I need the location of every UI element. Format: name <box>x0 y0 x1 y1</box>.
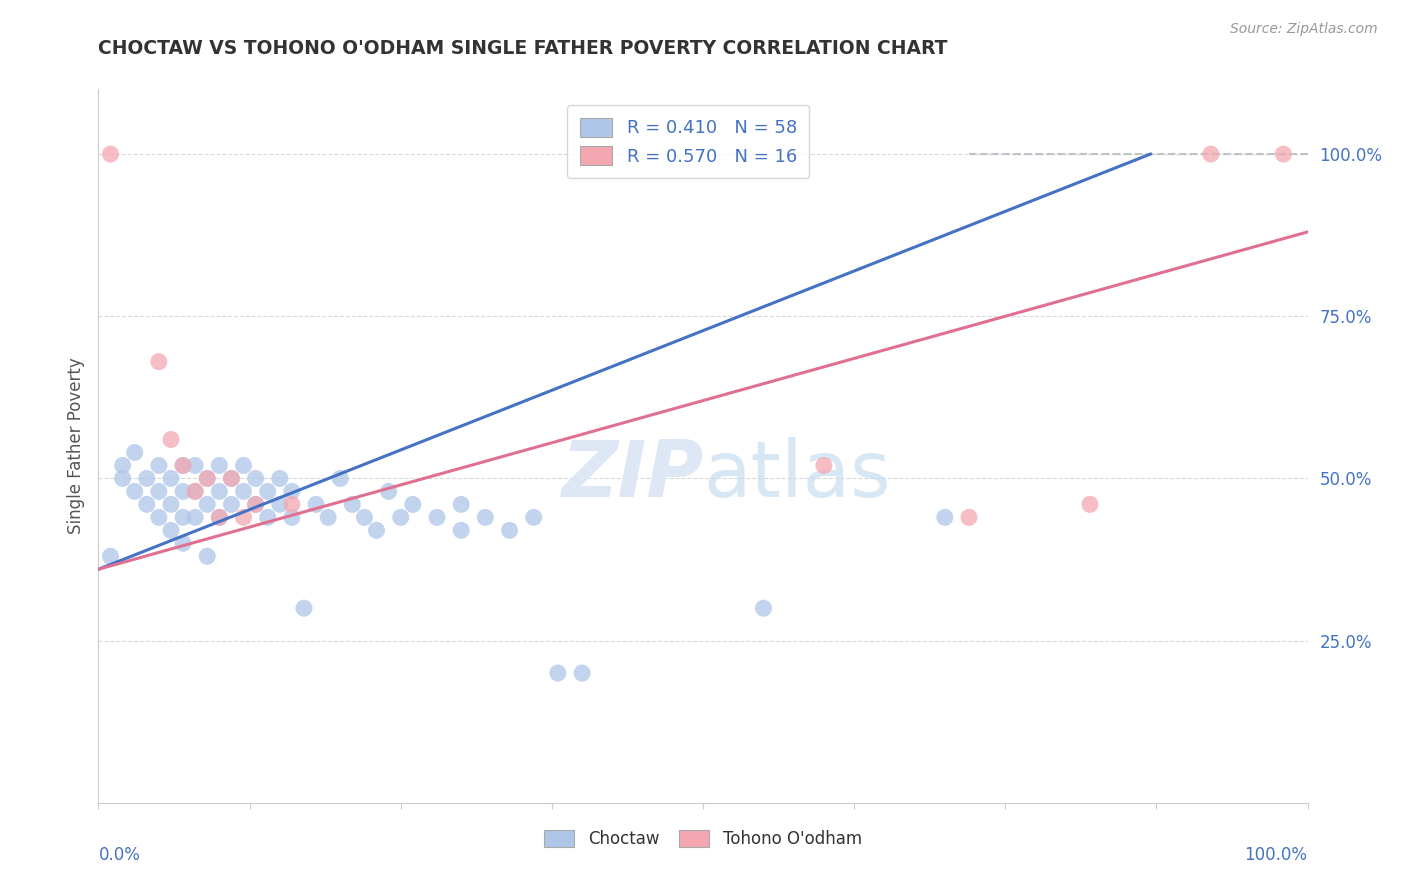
Point <box>148 510 170 524</box>
Point <box>195 471 218 485</box>
Point <box>184 510 207 524</box>
Point <box>160 471 183 485</box>
Point <box>1078 497 1101 511</box>
Point <box>221 471 243 485</box>
Point <box>245 497 267 511</box>
Point <box>934 510 956 524</box>
Y-axis label: Single Father Poverty: Single Father Poverty <box>66 358 84 534</box>
Point <box>208 484 231 499</box>
Point <box>269 497 291 511</box>
Point <box>256 484 278 499</box>
Point <box>752 601 775 615</box>
Point <box>329 471 352 485</box>
Point <box>160 433 183 447</box>
Point <box>135 471 157 485</box>
Text: ZIP: ZIP <box>561 436 703 513</box>
Point <box>342 497 364 511</box>
Point <box>208 458 231 473</box>
Point <box>184 484 207 499</box>
Point <box>148 354 170 368</box>
Point <box>377 484 399 499</box>
Point <box>547 666 569 681</box>
Point <box>172 458 194 473</box>
Point <box>100 147 122 161</box>
Point <box>208 510 231 524</box>
Point <box>148 484 170 499</box>
Point <box>450 497 472 511</box>
Point <box>232 484 254 499</box>
Point <box>474 510 496 524</box>
Point <box>124 445 146 459</box>
Text: atlas: atlas <box>703 436 890 513</box>
Legend: Choctaw, Tohono O'odham: Choctaw, Tohono O'odham <box>537 823 869 855</box>
Point <box>232 510 254 524</box>
Text: 100.0%: 100.0% <box>1244 846 1308 863</box>
Point <box>195 471 218 485</box>
Point <box>172 458 194 473</box>
Point <box>1272 147 1295 161</box>
Point <box>402 497 425 511</box>
Point <box>957 510 980 524</box>
Point <box>184 458 207 473</box>
Text: 0.0%: 0.0% <box>98 846 141 863</box>
Point <box>172 510 194 524</box>
Point <box>245 471 267 485</box>
Point <box>523 510 546 524</box>
Point <box>281 484 304 499</box>
Point <box>172 484 194 499</box>
Point <box>353 510 375 524</box>
Point <box>135 497 157 511</box>
Point <box>221 497 243 511</box>
Point <box>305 497 328 511</box>
Point <box>366 524 388 538</box>
Text: CHOCTAW VS TOHONO O'ODHAM SINGLE FATHER POVERTY CORRELATION CHART: CHOCTAW VS TOHONO O'ODHAM SINGLE FATHER … <box>98 39 948 58</box>
Point <box>245 497 267 511</box>
Point <box>426 510 449 524</box>
Point <box>1199 147 1222 161</box>
Point <box>389 510 412 524</box>
Point <box>124 484 146 499</box>
Point <box>256 510 278 524</box>
Point <box>316 510 339 524</box>
Point <box>208 510 231 524</box>
Point <box>281 497 304 511</box>
Point <box>450 524 472 538</box>
Point <box>195 549 218 564</box>
Point <box>184 484 207 499</box>
Point <box>111 471 134 485</box>
Point <box>498 524 520 538</box>
Point <box>160 524 183 538</box>
Point <box>160 497 183 511</box>
Point <box>269 471 291 485</box>
Point <box>195 497 218 511</box>
Point <box>292 601 315 615</box>
Point <box>813 458 835 473</box>
Text: Source: ZipAtlas.com: Source: ZipAtlas.com <box>1230 22 1378 37</box>
Point <box>571 666 593 681</box>
Point <box>172 536 194 550</box>
Point <box>221 471 243 485</box>
Point <box>111 458 134 473</box>
Point <box>281 510 304 524</box>
Point <box>100 549 122 564</box>
Point <box>232 458 254 473</box>
Point <box>148 458 170 473</box>
